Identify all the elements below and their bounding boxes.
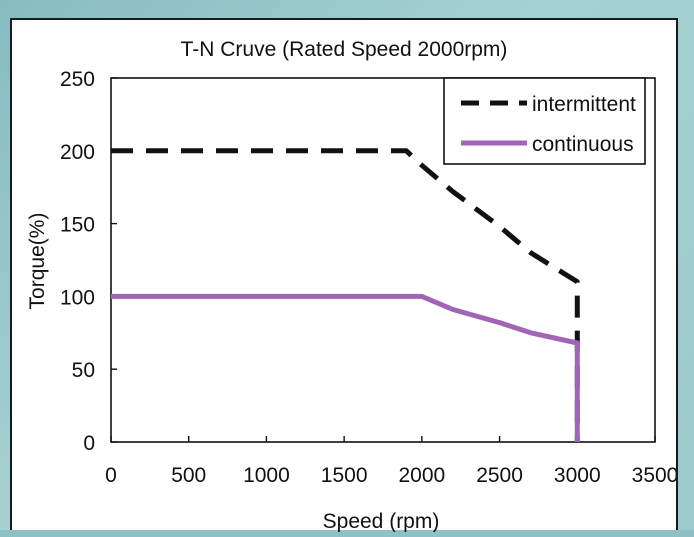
legend-label-continuous: continuous	[532, 133, 634, 156]
y-tick-label: 200	[60, 141, 95, 164]
x-tick-label: 2000	[398, 464, 445, 487]
y-axis-label: Torque(%)	[26, 213, 49, 310]
y-tick-label: 50	[72, 359, 95, 382]
x-tick-label: 1000	[243, 464, 290, 487]
y-tick-label: 0	[83, 432, 95, 455]
x-tick-label: 500	[171, 464, 206, 487]
series-line-continuous	[111, 293, 580, 442]
x-tick-label: 3000	[554, 464, 601, 487]
chart-title: T-N Cruve (Rated Speed 2000rpm)	[181, 38, 508, 61]
series-line-intermittent	[111, 148, 580, 442]
chart-panel: T-N Cruve (Rated Speed 2000rpm) Speed (r…	[10, 18, 678, 533]
plot-frame	[110, 77, 656, 443]
legend-box	[443, 77, 646, 165]
x-tick-label: 3500	[632, 464, 676, 487]
y-tick-label: 250	[60, 68, 95, 91]
y-tick-label: 100	[60, 286, 95, 309]
tn-curve-chart: T-N Cruve (Rated Speed 2000rpm) Speed (r…	[26, 38, 678, 533]
x-tick-label: 1500	[321, 464, 368, 487]
legend-label-intermittent: intermittent	[532, 93, 636, 116]
y-tick-label: 150	[60, 214, 95, 237]
plot-area: 0 500 1000 1500 2000 2500 3000 3500 0 50 100 150 200…	[60, 68, 678, 487]
x-tick-label: 2500	[476, 464, 523, 487]
x-axis-label: Speed (rpm)	[323, 510, 440, 532]
x-tick-label: 0	[105, 464, 117, 487]
legend: intermittent continuous	[443, 77, 646, 165]
